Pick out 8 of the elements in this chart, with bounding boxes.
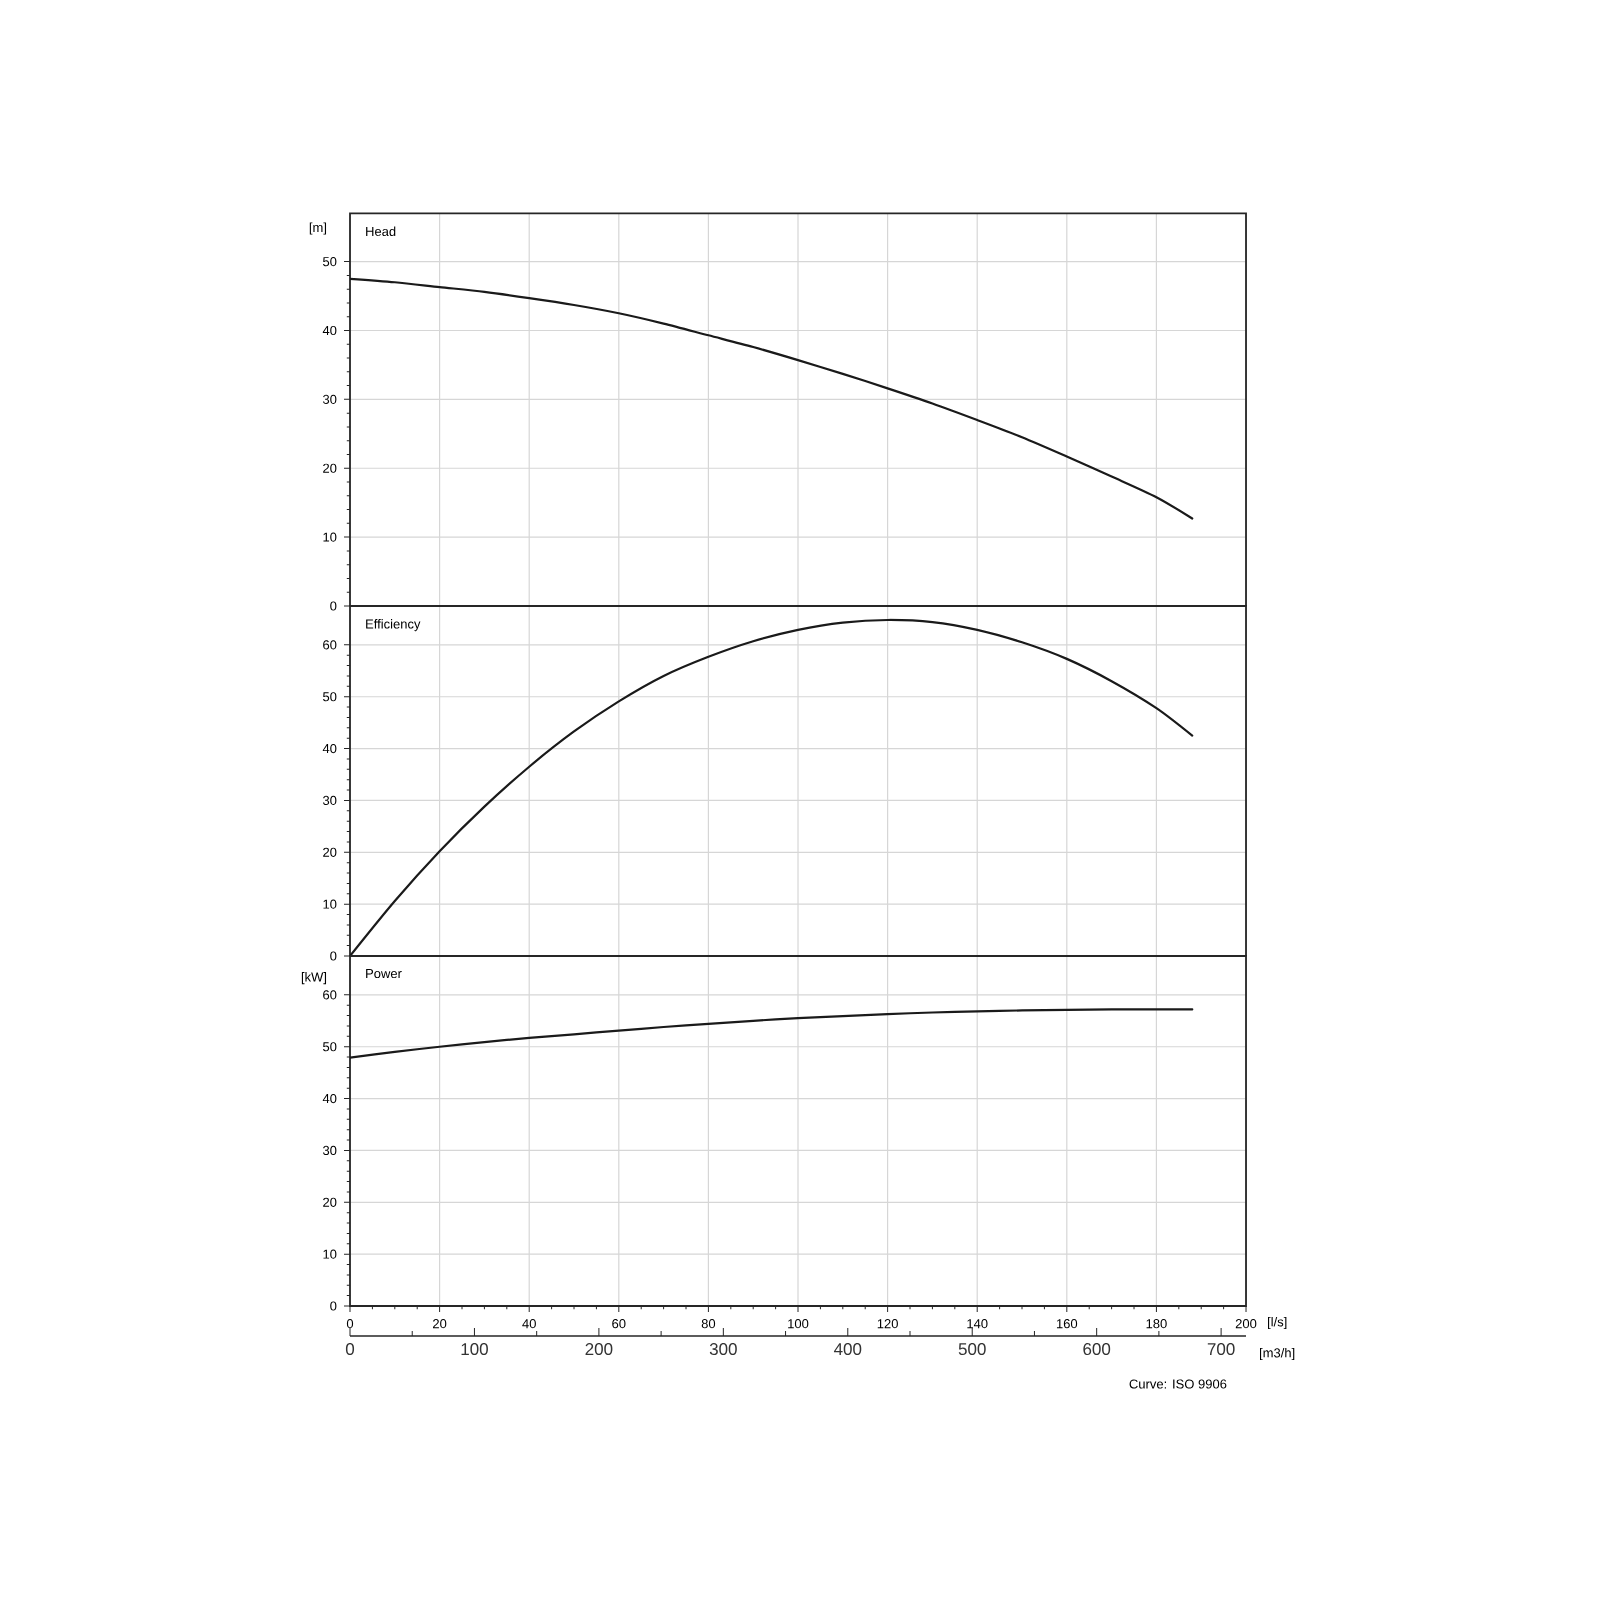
x2-tick-label: 100 — [461, 1343, 488, 1356]
x2-tick-label: 500 — [958, 1343, 986, 1356]
x2-tick-label: 200 — [585, 1343, 613, 1356]
x2-tick-label: 300 — [709, 1343, 737, 1356]
x2-tick-label: 700 — [1207, 1343, 1235, 1356]
x2-tick-label: 0 — [345, 1343, 355, 1356]
x2-tick-label: 400 — [833, 1343, 862, 1356]
x2-tick-label: 600 — [1083, 1343, 1111, 1356]
